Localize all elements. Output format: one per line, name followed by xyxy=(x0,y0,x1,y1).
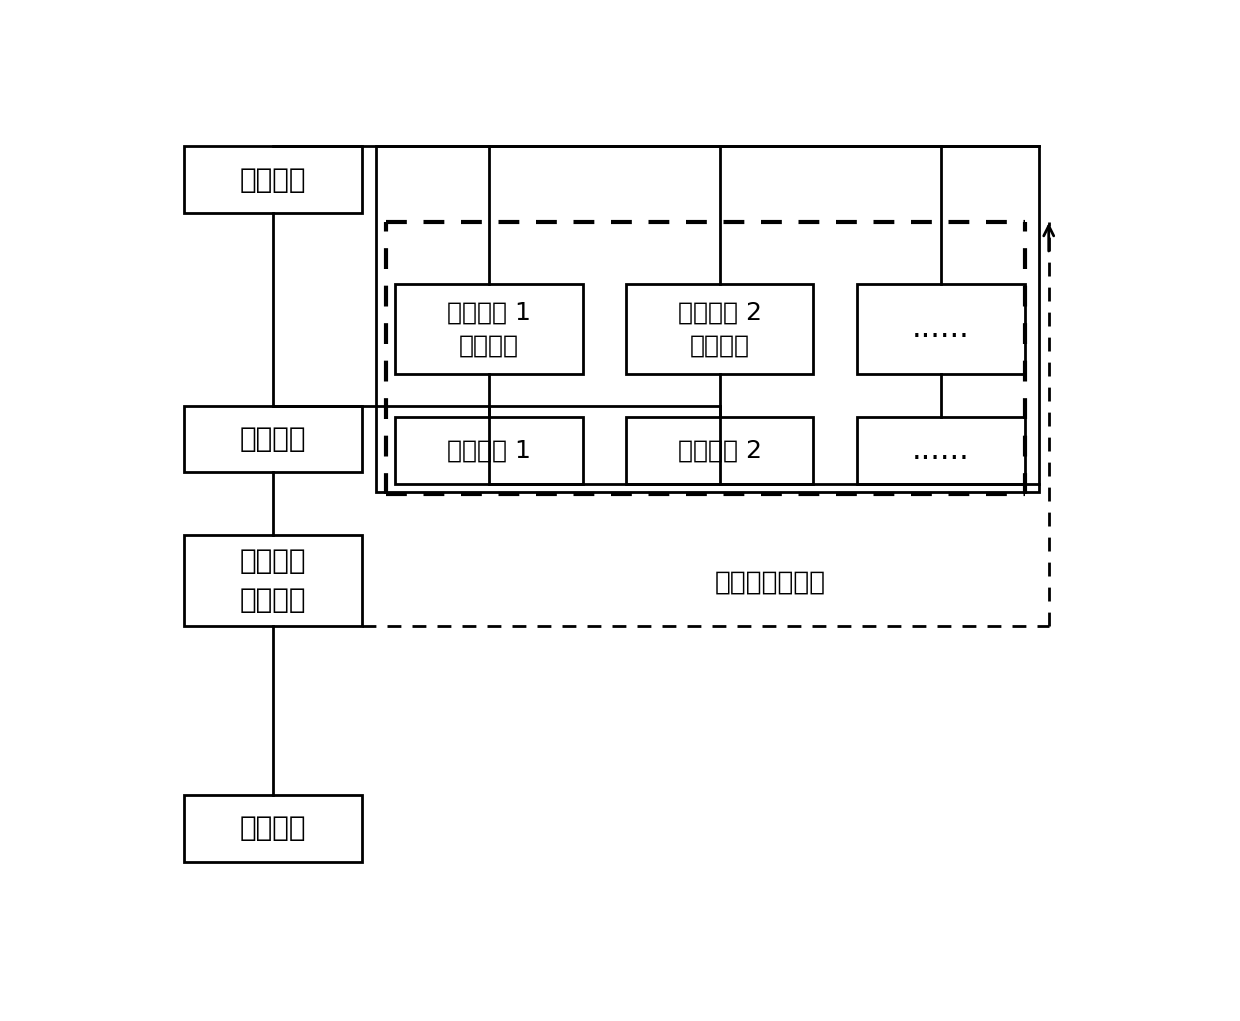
Text: 等效公式 2: 等效公式 2 xyxy=(677,439,761,463)
Bar xyxy=(184,535,362,626)
Text: 整体阻力: 整体阻力 xyxy=(239,814,306,842)
Bar xyxy=(184,405,362,473)
Text: 独立区域 1
建模计算: 独立区域 1 建模计算 xyxy=(446,300,531,357)
Text: 等效公式 1: 等效公式 1 xyxy=(446,439,531,463)
Text: 独立区域 2
建模计算: 独立区域 2 建模计算 xyxy=(677,300,761,357)
Text: ......: ...... xyxy=(911,436,970,466)
Text: ......: ...... xyxy=(911,314,970,343)
Bar xyxy=(857,284,1024,374)
Bar xyxy=(396,284,583,374)
Bar xyxy=(626,284,813,374)
Text: 建模计算
验算流量: 建模计算 验算流量 xyxy=(239,547,306,614)
Bar xyxy=(626,418,813,484)
Bar xyxy=(184,794,362,862)
Bar xyxy=(376,146,1039,492)
Text: 原始结构: 原始结构 xyxy=(239,165,306,194)
Bar xyxy=(857,418,1024,484)
Text: 修正流量及公式: 修正流量及公式 xyxy=(714,570,826,595)
Bar xyxy=(396,418,583,484)
Bar xyxy=(184,146,362,213)
Text: 等效结构: 等效结构 xyxy=(239,425,306,453)
